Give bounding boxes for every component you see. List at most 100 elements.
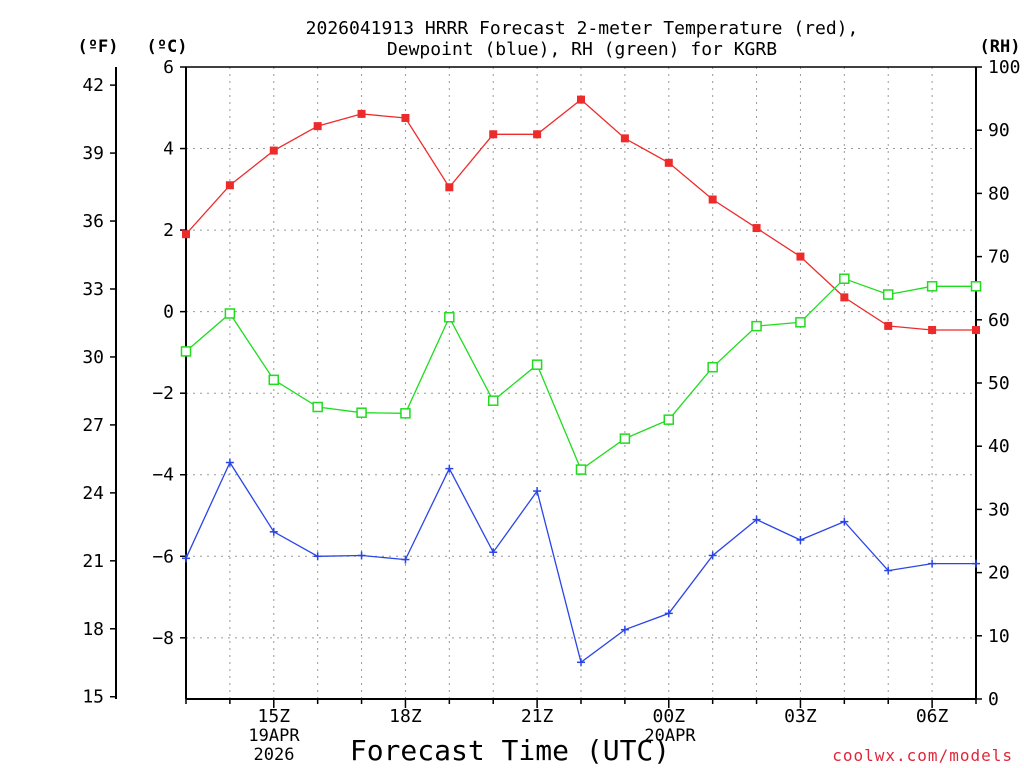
- dewpoint-point: [533, 487, 542, 496]
- fahrenheit-tick-label: 18: [82, 619, 104, 640]
- celsius-unit-label: (ºC): [147, 37, 188, 57]
- fahrenheit-tick-label: 33: [82, 279, 104, 300]
- celsius-tick-label: 6: [163, 57, 174, 78]
- credit-label: coolwx.com/models: [832, 746, 1013, 765]
- fahrenheit-tick-label: 24: [82, 483, 104, 504]
- dewpoint-point: [577, 658, 585, 667]
- x-tick-label: 18Z: [389, 706, 422, 727]
- rh-point: [180, 346, 192, 357]
- chart-axes: 423936333027242118156420−2−4−6−810090807…: [82, 57, 1020, 727]
- temperature-point: [972, 325, 980, 334]
- data-series: [180, 95, 982, 667]
- grid-lines: [186, 66, 976, 699]
- fahrenheit-tick-label: 30: [82, 347, 104, 368]
- x-axis-title: Forecast Time (UTC): [350, 734, 670, 767]
- rh-point: [531, 359, 543, 370]
- rh-tick-label: 70: [988, 247, 1010, 268]
- temperature-point: [577, 95, 585, 104]
- temperature-point: [708, 195, 717, 204]
- celsius-tick-label: −8: [152, 628, 174, 649]
- rh-point: [312, 401, 323, 413]
- temperature-point: [664, 158, 673, 167]
- rh-point: [751, 320, 762, 332]
- x-tick-label: 00Z: [653, 706, 686, 727]
- temperature-point: [225, 181, 234, 190]
- rh-point: [356, 407, 367, 418]
- temperature-point: [840, 293, 849, 302]
- temperature-point: [620, 134, 629, 143]
- dewpoint-point: [489, 548, 498, 557]
- dewpoint-point: [884, 566, 893, 575]
- x-tick-label: 06Z: [916, 706, 949, 727]
- dewpoint-point: [972, 559, 980, 568]
- rh-point: [619, 433, 631, 444]
- dewpoint-point: [269, 527, 278, 536]
- temperature-point: [752, 224, 761, 233]
- dewpoint-line: [185, 461, 976, 664]
- dewpoint-point: [401, 555, 410, 564]
- series-dewpoint: [182, 458, 980, 667]
- date-label-2026: 2026: [254, 745, 295, 765]
- dewpoint-point: [313, 552, 322, 561]
- dewpoint-point: [225, 458, 234, 467]
- rh-point: [970, 281, 982, 292]
- rh-tick-label: 30: [988, 499, 1010, 520]
- rh-tick-label: 10: [988, 626, 1010, 647]
- rh-point: [926, 281, 938, 292]
- rh-point: [663, 414, 675, 425]
- rh-unit-label: (RH): [980, 37, 1021, 57]
- rh-tick-label: 0: [988, 689, 999, 710]
- temperature-point: [445, 183, 454, 192]
- fahrenheit-tick-label: 42: [82, 75, 104, 96]
- dewpoint-point: [796, 535, 805, 544]
- celsius-tick-label: −2: [152, 383, 174, 404]
- rh-point: [575, 464, 587, 475]
- dewpoint-point: [708, 551, 717, 560]
- celsius-tick-label: 0: [163, 302, 174, 323]
- rh-tick-label: 100: [988, 57, 1021, 78]
- temperature-point: [928, 325, 937, 334]
- series-temperature: [182, 95, 980, 334]
- fahrenheit-tick-label: 27: [82, 415, 104, 436]
- temperature-point: [884, 321, 893, 330]
- celsius-tick-label: −6: [152, 546, 174, 567]
- fahrenheit-tick-label: 39: [82, 143, 104, 164]
- dewpoint-point: [928, 559, 937, 568]
- series-rh: [180, 273, 982, 475]
- rh-line: [185, 277, 976, 471]
- rh-tick-label: 90: [988, 120, 1010, 141]
- dewpoint-point: [182, 554, 190, 563]
- rh-point: [707, 361, 718, 373]
- celsius-tick-label: 2: [163, 220, 174, 241]
- rh-point: [839, 273, 850, 284]
- chart-title-line2: Dewpoint (blue), RH (green) for KGRB: [387, 39, 777, 60]
- dewpoint-point: [357, 551, 366, 560]
- temperature-point: [182, 230, 190, 239]
- rh-point: [400, 408, 411, 419]
- dewpoint-point: [445, 464, 454, 473]
- temperature-point: [401, 113, 410, 122]
- temperature-point: [489, 130, 498, 139]
- rh-point: [268, 374, 280, 386]
- temperature-point: [269, 146, 278, 155]
- dewpoint-point: [664, 609, 673, 618]
- chart-title-line1: 2026041913 HRRR Forecast 2-meter Tempera…: [306, 18, 859, 39]
- temperature-point: [357, 109, 366, 118]
- fahrenheit-tick-label: 21: [82, 551, 104, 572]
- temperature-point: [313, 122, 322, 131]
- rh-point: [487, 395, 499, 406]
- rh-point: [444, 312, 455, 323]
- dewpoint-point: [840, 517, 849, 526]
- rh-tick-label: 60: [988, 310, 1010, 331]
- rh-tick-label: 80: [988, 183, 1010, 204]
- rh-tick-label: 40: [988, 436, 1010, 457]
- x-tick-label: 21Z: [521, 706, 554, 727]
- dewpoint-point: [752, 515, 761, 524]
- fahrenheit-unit-label: (ºF): [78, 37, 119, 57]
- fahrenheit-tick-label: 36: [82, 211, 104, 232]
- fahrenheit-tick-label: 15: [82, 687, 104, 708]
- rh-point: [224, 308, 236, 319]
- celsius-tick-label: 4: [163, 139, 174, 160]
- date-label-19apr: 19APR: [248, 726, 300, 746]
